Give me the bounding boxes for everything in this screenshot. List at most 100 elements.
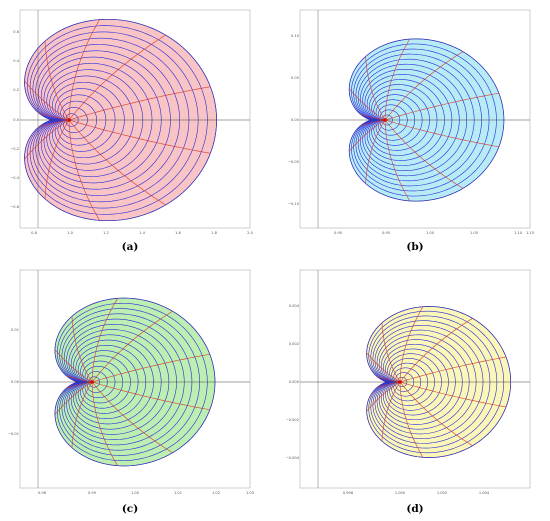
plot-panel-c: 0.98 0.99 1.00 1.01 1.02 1.03 0.01 0.00 −0.01 [8,266,260,495]
x-tick-label: 1.02 [212,491,220,495]
radial-line [377,376,401,383]
radial-line [91,298,118,383]
radial-line [44,119,70,199]
radial-line [365,56,386,121]
x-tick-label: 0.90 [334,231,343,235]
y-tick-label: 0.4 [13,59,19,63]
radial-line [38,119,70,128]
radial-line [365,119,386,184]
radial-line [384,119,499,148]
x-tick-label: 1.10 [514,231,523,235]
x-tick-label: 0.98 [38,491,47,495]
x-tick-label: 0.998 [343,491,354,495]
y-tick-label: 0.00 [291,118,300,122]
radial-line [91,381,210,411]
radial-line [91,381,173,454]
radial-line [91,381,118,466]
panel-caption-a: (a) [121,241,139,253]
x-tick-label: 1.4 [139,231,145,235]
radial-line [360,113,386,121]
x-tick-label: 2.0 [247,231,253,235]
radial-line [399,356,507,383]
radial-line [366,381,401,412]
radial-line [66,375,93,383]
cardioid-mapping-plot-a: 0.8 1.0 1.2 1.4 1.6 1.8 2.0 0.6 0.4 0.2 0.0 −0.2 −0.… [10,9,254,235]
center-point [383,118,387,122]
radial-line [348,88,386,121]
plot-panel-d: 0.998 1.000 1.002 1.004 0.004 0.002 0.000 −0.00… [286,266,540,495]
x-tick-label: 1.000 [395,491,406,495]
plot-frame [19,269,251,489]
radial-line [399,306,424,383]
radial-line [66,381,93,389]
radial-line [71,381,93,448]
x-tick-label: 1.6 [175,231,181,235]
radial-line [381,381,401,442]
radial-line [384,92,499,121]
plot-frame [299,9,531,229]
y-tick-label: 0.002 [289,342,299,346]
center-point [398,380,402,384]
radial-line [377,381,401,388]
y-tick-label: 0.05 [291,76,299,80]
radial-line [38,112,70,121]
radial-line [366,352,401,383]
radial-line [54,381,93,415]
radial-line [71,316,93,383]
x-tick-label: 0.99 [88,491,97,495]
panel-caption-c: (c) [121,503,139,515]
radial-line [399,381,507,408]
radial-line [68,19,100,121]
center-point [67,118,71,122]
y-tick-label: 0.2 [13,88,19,92]
radial-line [54,349,93,383]
radial-line [24,80,70,121]
radial-line [399,381,473,446]
radial-line [399,381,424,458]
y-tick-label: −0.004 [286,456,300,460]
x-tick-label: 1.0 [67,231,73,235]
radial-line [91,353,210,383]
radial-line [348,119,386,152]
x-tick-label: 1.05 [470,231,478,235]
radial-line [381,322,401,383]
x-tick-label: 1.01 [174,491,182,495]
radial-line [24,119,70,160]
y-tick-label: 0.10 [291,34,300,38]
y-tick-label: −0.002 [286,418,299,422]
radial-line [44,41,70,121]
radial-line [384,38,410,121]
radial-line [360,119,386,127]
x-tick-label: 0.8 [31,231,37,235]
x-tick-label: 1.15 [526,231,534,235]
x-tick-label: 1.03 [246,491,254,495]
plot-panel-b: 0.90 0.95 1.00 1.05 1.10 1.15 0.10 0.05 0.00 −0.0… [288,6,540,235]
plot-panel-a: 0.8 1.0 1.2 1.4 1.6 1.8 2.0 0.6 0.4 0.2 0.0 −0.2 −0.… [10,6,260,235]
x-tick-label: 1.002 [437,491,447,495]
y-tick-label: 0.6 [13,30,19,34]
plot-frame [299,269,531,489]
plot-frame [19,9,251,229]
y-tick-label: −0.2 [10,147,19,151]
y-tick-label: 0.0 [13,118,19,122]
radial-line [68,119,166,206]
cardioid-mapping-plot-c: 0.98 0.99 1.00 1.01 1.02 1.03 0.01 0.00 −0.01 [8,269,254,495]
panel-caption-b: (b) [406,241,424,253]
y-tick-label: −0.05 [288,160,299,164]
x-tick-label: 1.8 [211,231,217,235]
radial-line [68,119,211,154]
x-tick-label: 1.00 [426,231,435,235]
x-tick-label: 1.2 [103,231,109,235]
y-tick-label: −0.4 [10,176,19,180]
y-tick-label: −0.01 [8,432,19,436]
x-tick-label: 0.95 [382,231,390,235]
radial-line [384,119,464,189]
y-tick-label: 0.000 [289,380,300,384]
cardioid-mapping-plot-d: 0.998 1.000 1.002 1.004 0.004 0.002 0.000 −0.00… [286,269,531,495]
radial-line [68,119,100,221]
radial-line [399,318,473,383]
radial-line [384,51,464,121]
cardioid-mapping-plot-b: 0.90 0.95 1.00 1.05 1.10 1.15 0.10 0.05 0.00 −0.0… [288,9,534,235]
y-tick-label: −0.6 [10,205,19,209]
x-tick-label: 1.00 [131,491,140,495]
